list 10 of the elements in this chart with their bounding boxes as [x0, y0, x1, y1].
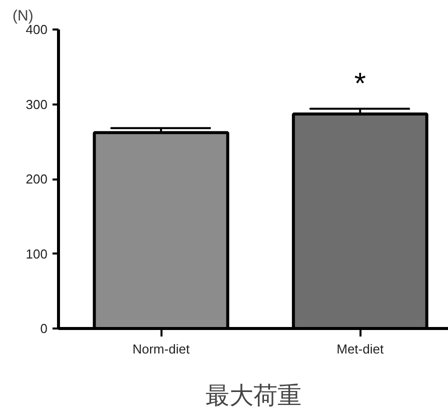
x-axis-title: 最大荷重 — [206, 382, 302, 410]
y-tick-label: 100 — [26, 246, 48, 262]
y-tick-label: 400 — [26, 22, 48, 37]
x-tick-label: Norm-diet — [132, 342, 190, 356]
annotation: * — [354, 68, 366, 101]
x-tick-label: Met-diet — [336, 342, 384, 356]
y-axis-title: (N) — [12, 8, 34, 24]
y-tick-label: 0 — [40, 321, 48, 336]
y-tick-label: 300 — [26, 96, 48, 112]
y-tick-label: 200 — [26, 172, 48, 186]
